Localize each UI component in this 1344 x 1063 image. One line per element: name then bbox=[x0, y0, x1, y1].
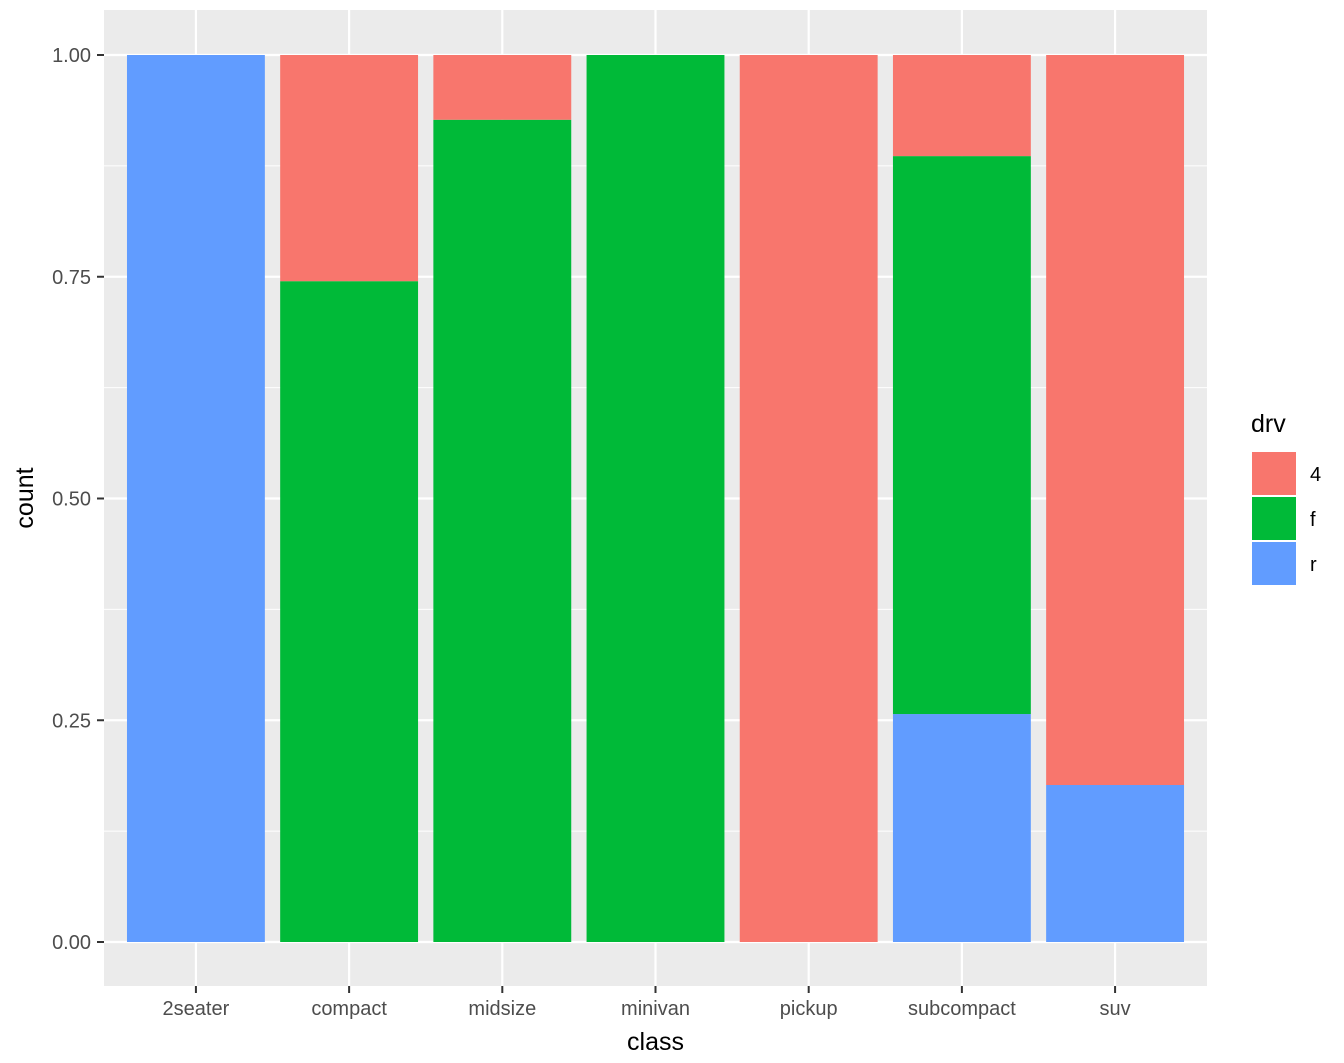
legend-label-f: f bbox=[1310, 509, 1316, 531]
legend: drv 4 f r bbox=[1251, 410, 1321, 585]
x-tick-label: compact bbox=[311, 998, 387, 1020]
bar-segment-2seater-r bbox=[126, 55, 265, 942]
x-tick-label: suv bbox=[1100, 998, 1131, 1020]
x-tick-label: 2seater bbox=[163, 998, 230, 1020]
legend-title: drv bbox=[1251, 410, 1286, 438]
legend-key-4 bbox=[1252, 452, 1296, 495]
legend-label-r: r bbox=[1310, 554, 1317, 576]
bar-segment-subcompact-r bbox=[892, 714, 1031, 942]
legend-label-4: 4 bbox=[1310, 464, 1321, 486]
bar-segment-pickup-4 bbox=[739, 55, 878, 942]
y-tick-label: 0.25 bbox=[52, 710, 91, 732]
y-tick-label: 0.00 bbox=[52, 932, 91, 954]
y-tick-label: 0.50 bbox=[52, 489, 91, 511]
bar-segment-subcompact-4 bbox=[892, 55, 1031, 157]
bar-segment-suv-4 bbox=[1046, 55, 1185, 786]
bar-segment-midsize-4 bbox=[433, 55, 572, 120]
legend-key-f bbox=[1252, 497, 1296, 540]
legend-items: 4 f r bbox=[1252, 452, 1321, 585]
bar-segment-minivan-f bbox=[586, 55, 725, 942]
bar-segment-compact-4 bbox=[280, 55, 419, 282]
x-tick-label: subcompact bbox=[908, 998, 1016, 1020]
bars bbox=[126, 55, 1185, 943]
bar-segment-subcompact-f bbox=[892, 156, 1031, 715]
x-tick-label: midsize bbox=[468, 998, 536, 1020]
y-tick-label: 0.75 bbox=[52, 267, 91, 289]
legend-key-r bbox=[1252, 542, 1296, 585]
bar-segment-suv-r bbox=[1046, 785, 1185, 942]
x-tick-label: minivan bbox=[621, 998, 690, 1020]
axes: 0.00 0.25 0.50 0.75 1.00 2seater compact midsiz… bbox=[52, 45, 1131, 1020]
bar-segment-compact-f bbox=[280, 281, 419, 942]
y-axis-title: count bbox=[11, 467, 39, 528]
x-axis-title: class bbox=[627, 1028, 684, 1056]
bar-segment-midsize-f bbox=[433, 119, 572, 943]
y-tick-label: 1.00 bbox=[52, 45, 91, 67]
x-tick-label: pickup bbox=[780, 998, 838, 1020]
